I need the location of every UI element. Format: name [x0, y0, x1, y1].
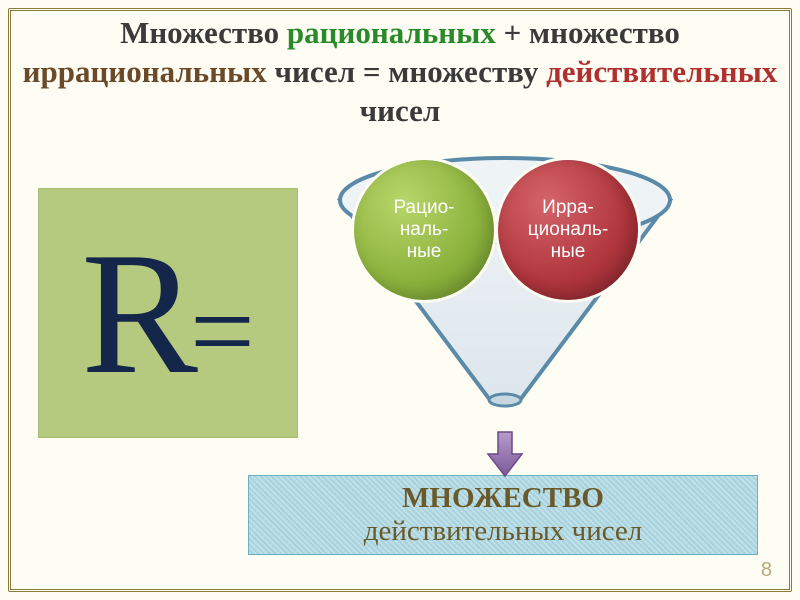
- rational-label: Рацио- наль- ные: [394, 197, 455, 263]
- irrational-label: Ирра- циональ- ные: [528, 197, 608, 263]
- equals-sign: =: [190, 274, 255, 389]
- result-box: МНОЖЕСТВО действительных чисел: [248, 475, 758, 555]
- rational-circle: Рацио- наль- ные: [354, 160, 494, 300]
- result-line2: действительных чисел: [364, 515, 643, 548]
- arrow-down-icon: [486, 430, 524, 478]
- page-number: 8: [761, 559, 772, 582]
- irrational-circle: Ирра- циональ- ные: [498, 160, 638, 300]
- r-letter: R: [81, 226, 198, 401]
- r-equals-box: R =: [38, 188, 298, 438]
- result-line1: МНОЖЕСТВО: [402, 482, 604, 515]
